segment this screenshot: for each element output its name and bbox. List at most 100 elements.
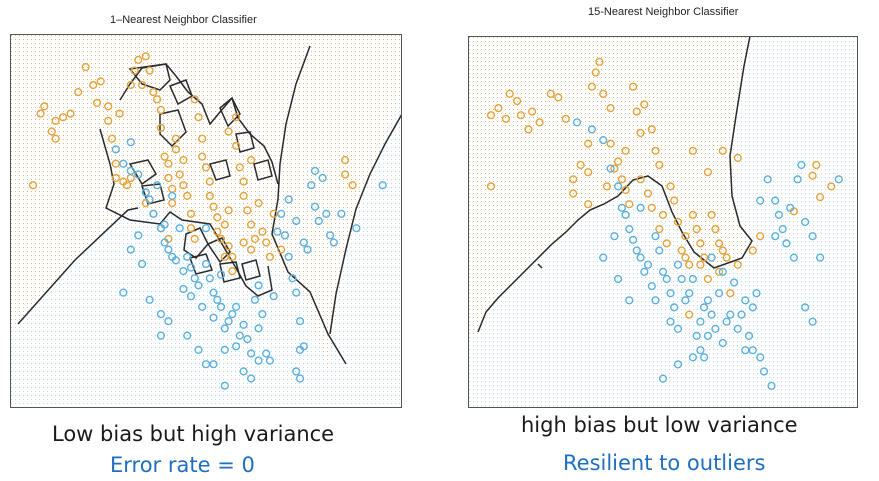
orange-point xyxy=(505,89,514,98)
orange-point xyxy=(262,238,271,247)
orange-point xyxy=(617,175,627,184)
orange-point xyxy=(602,182,612,191)
orange-point xyxy=(614,157,623,166)
blue-point xyxy=(801,303,810,312)
orange-point xyxy=(122,181,132,190)
orange-point xyxy=(561,114,570,123)
orange-point xyxy=(527,107,537,116)
orange-point xyxy=(535,118,544,127)
orange-point xyxy=(673,217,683,227)
orange-point xyxy=(621,185,630,195)
orange-point xyxy=(179,155,188,165)
blue-point xyxy=(126,166,135,176)
blue-point xyxy=(126,138,135,147)
blue-point xyxy=(700,353,709,362)
blue-point xyxy=(194,281,203,290)
blue-point xyxy=(277,209,286,218)
orange-point xyxy=(587,82,597,91)
blue-point xyxy=(703,296,713,305)
orange-point xyxy=(126,80,135,90)
orange-point xyxy=(569,189,578,198)
orange-point xyxy=(205,177,214,186)
blue-point xyxy=(299,238,308,247)
blue-point xyxy=(314,216,323,226)
orange-point xyxy=(341,170,350,179)
orange-point xyxy=(486,182,496,191)
orange-point xyxy=(703,168,713,177)
orange-point xyxy=(677,246,686,255)
blue-point xyxy=(262,349,271,358)
orange-point xyxy=(625,200,634,209)
blue-point xyxy=(213,295,222,304)
orange-point xyxy=(636,128,645,138)
orange-point xyxy=(715,239,724,248)
orange-point xyxy=(164,173,173,183)
blue-point xyxy=(209,313,218,322)
orange-point xyxy=(726,289,735,298)
blue-point xyxy=(224,317,233,326)
orange-point xyxy=(812,160,821,170)
blue-point xyxy=(632,246,641,255)
orange-point xyxy=(228,267,237,276)
orange-point xyxy=(591,68,600,77)
blue-point xyxy=(258,310,267,319)
blue-point xyxy=(643,260,653,269)
blue-point xyxy=(647,282,656,291)
orange-point xyxy=(715,267,724,276)
blue-point xyxy=(250,295,260,304)
decision-boundary xyxy=(537,263,543,269)
plot-frame xyxy=(468,36,858,408)
blue-point xyxy=(171,256,181,265)
blue-point xyxy=(688,353,698,362)
blue-point xyxy=(629,235,638,244)
orange-point xyxy=(115,109,124,118)
orange-point xyxy=(51,134,60,143)
blue-point xyxy=(614,182,623,191)
orange-point xyxy=(247,155,256,165)
blue-point xyxy=(700,303,709,312)
orange-point xyxy=(718,146,727,155)
caption-15nn: high bias but low variance xyxy=(521,413,798,437)
blue-point xyxy=(318,173,327,183)
blue-point xyxy=(715,289,724,298)
orange-point xyxy=(670,196,679,205)
orange-point xyxy=(243,206,252,215)
blue-point xyxy=(707,310,716,319)
decision-boundary xyxy=(253,159,273,181)
blue-point xyxy=(186,263,196,272)
blue-point xyxy=(651,296,660,305)
orange-point xyxy=(584,200,593,209)
blue-point xyxy=(220,345,229,355)
blue-point xyxy=(640,267,649,276)
blue-point xyxy=(254,324,263,333)
orange-point xyxy=(156,123,166,133)
orange-point xyxy=(718,246,727,255)
blue-point xyxy=(696,346,705,355)
blue-point xyxy=(295,317,305,326)
blue-point xyxy=(326,231,335,240)
orange-point xyxy=(171,134,181,143)
orange-point xyxy=(816,193,825,202)
blue-point xyxy=(666,289,675,298)
orange-point xyxy=(209,202,218,211)
blue-point xyxy=(621,210,630,220)
blue-point xyxy=(707,253,716,262)
blue-point xyxy=(164,245,173,254)
orange-point xyxy=(198,152,207,161)
orange-point xyxy=(681,253,690,262)
orange-point xyxy=(220,252,229,261)
blue-point xyxy=(198,302,207,312)
blue-point xyxy=(673,260,683,269)
blue-point xyxy=(209,360,218,369)
orange-point xyxy=(224,206,233,215)
blue-point xyxy=(186,292,196,301)
blue-point xyxy=(763,175,772,184)
blue-point xyxy=(658,374,668,383)
blue-point xyxy=(767,381,776,390)
blue-point xyxy=(145,295,154,304)
blue-point xyxy=(816,253,825,262)
blue-point xyxy=(378,181,387,190)
orange-point xyxy=(711,225,720,234)
note-15nn: Resilient to outliers xyxy=(563,451,766,475)
blue-point xyxy=(111,145,120,154)
